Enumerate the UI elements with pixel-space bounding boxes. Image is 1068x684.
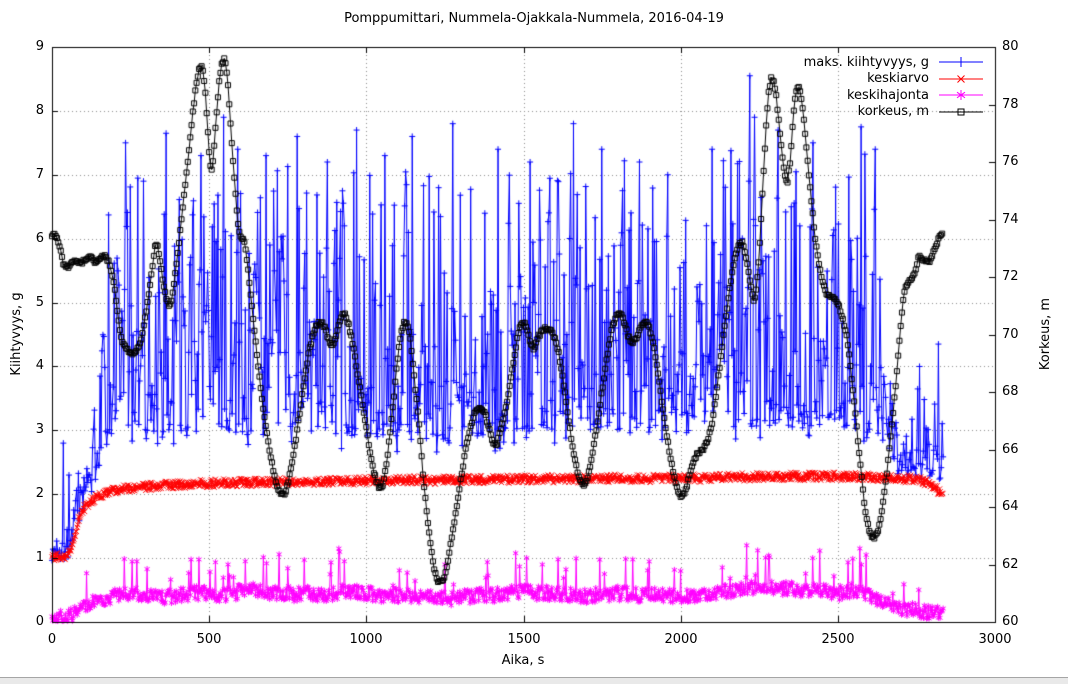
legend-row-1: keskiarvo — [804, 71, 985, 88]
legend-label: maks. kiihtyvyys, g — [803, 54, 929, 70]
x-axis-label: Aika, s — [501, 653, 545, 668]
x-tick-1500: 1500 — [507, 632, 541, 647]
legend-label: keskiarvo — [867, 71, 929, 87]
chart-title: Pomppumittari, Nummela-Ojakkala-Nummela,… — [344, 11, 724, 26]
y-right-tick-60: 60 — [1002, 614, 1019, 629]
x-tick-3000: 3000 — [978, 632, 1012, 647]
legend-row-0: maks. kiihtyvyys, g — [804, 54, 985, 71]
chart-legend: maks. kiihtyvyys, g keskiarvo keskihajonta… — [804, 54, 985, 120]
y-left-tick-3: 3 — [35, 422, 44, 437]
x-tick-2500: 2500 — [821, 632, 855, 647]
y-left-tick-5: 5 — [35, 295, 44, 310]
y-left-tick-6: 6 — [35, 231, 44, 246]
y-right-tick-62: 62 — [1002, 557, 1019, 572]
y-left-tick-8: 8 — [35, 103, 44, 118]
y-left-tick-1: 1 — [35, 550, 44, 565]
y-right-tick-68: 68 — [1002, 384, 1019, 399]
y-right-tick-76: 76 — [1002, 154, 1019, 169]
legend-row-2: keskihajonta — [804, 87, 985, 104]
x-tick-0: 0 — [47, 632, 57, 647]
y-right-tick-70: 70 — [1002, 327, 1019, 342]
cross-marker-sample — [937, 71, 985, 87]
asterisk-marker-sample — [937, 87, 985, 103]
y-left-tick-2: 2 — [35, 486, 44, 501]
x-tick-1000: 1000 — [349, 632, 383, 647]
y-right-tick-66: 66 — [1002, 442, 1019, 457]
y-left-tick-7: 7 — [35, 167, 44, 182]
y-left-tick-0: 0 — [35, 614, 44, 629]
y-right-tick-80: 80 — [1002, 39, 1019, 54]
y-right-tick-78: 78 — [1002, 97, 1019, 112]
y-right-axis-label: Korkeus, m — [1038, 297, 1053, 371]
y-right-tick-74: 74 — [1002, 212, 1019, 227]
y-left-tick-4: 4 — [35, 358, 44, 373]
x-tick-2000: 2000 — [664, 632, 698, 647]
y-right-tick-72: 72 — [1002, 269, 1019, 284]
legend-label: korkeus, m — [857, 104, 929, 120]
window-bottom-bar — [0, 677, 1068, 684]
legend-row-3: korkeus, m — [804, 104, 985, 121]
legend-label: keskihajonta — [846, 87, 929, 103]
x-tick-500: 500 — [196, 632, 222, 647]
square-marker-sample — [937, 104, 985, 120]
y-left-axis-label: Kiihtyvyys, g — [9, 292, 24, 376]
y-right-tick-64: 64 — [1002, 499, 1019, 514]
plus-marker-sample — [937, 54, 985, 70]
y-left-tick-9: 9 — [35, 39, 44, 54]
